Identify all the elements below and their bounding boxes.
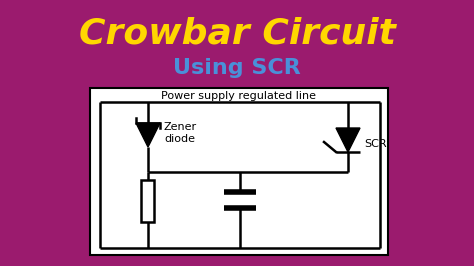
Polygon shape: [136, 123, 160, 147]
Polygon shape: [336, 128, 360, 152]
Text: Using SCR: Using SCR: [173, 58, 301, 78]
Text: Power supply regulated line: Power supply regulated line: [162, 91, 317, 101]
Bar: [142, 180, 155, 222]
Text: Zener
diode: Zener diode: [164, 122, 197, 144]
Text: Crowbar Circuit: Crowbar Circuit: [79, 17, 395, 51]
Text: SCR: SCR: [364, 139, 387, 149]
Bar: [90, 88, 388, 255]
